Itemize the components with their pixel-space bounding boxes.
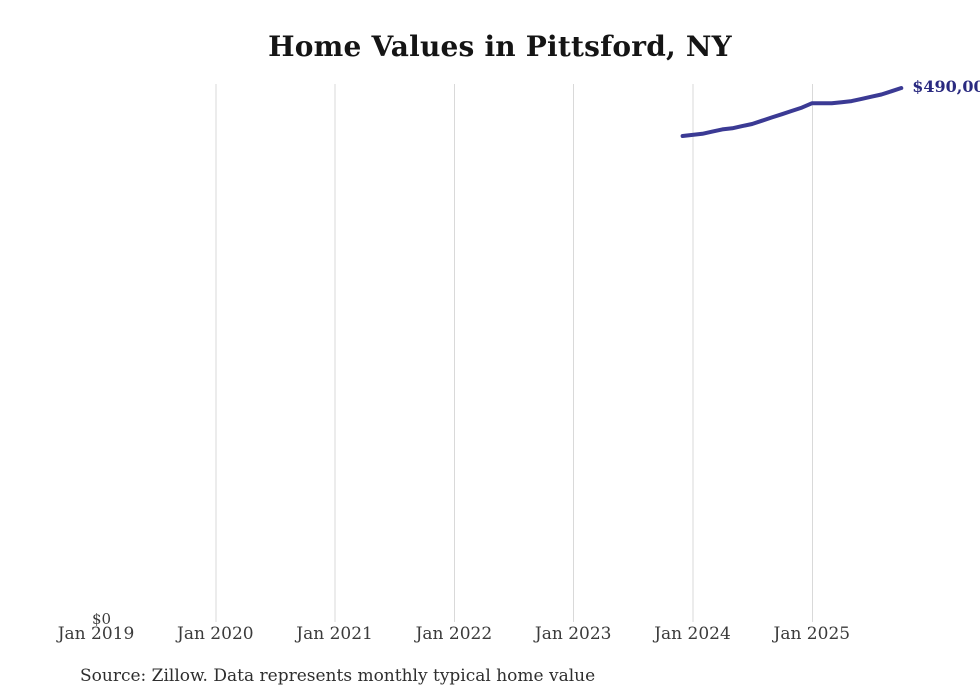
series-end-value-label: $490,000	[912, 77, 980, 96]
chart-title: Home Values in Pittsford, NY	[268, 30, 732, 63]
x-tick-label: Jan 2021	[296, 624, 373, 644]
x-tick-label: Jan 2020	[177, 624, 254, 644]
series-line	[680, 86, 904, 138]
y-axis-zero-label: $0	[92, 610, 112, 628]
x-tick-label: Jan 2019	[57, 624, 135, 644]
x-tick-label: Jan 2024	[654, 624, 731, 644]
x-tick-label: Jan 2022	[415, 624, 493, 644]
x-tick-label: Jan 2023	[534, 624, 612, 644]
source-note: Source: Zillow. Data represents monthly …	[80, 666, 596, 686]
x-tick-label: Jan 2025	[773, 624, 851, 644]
